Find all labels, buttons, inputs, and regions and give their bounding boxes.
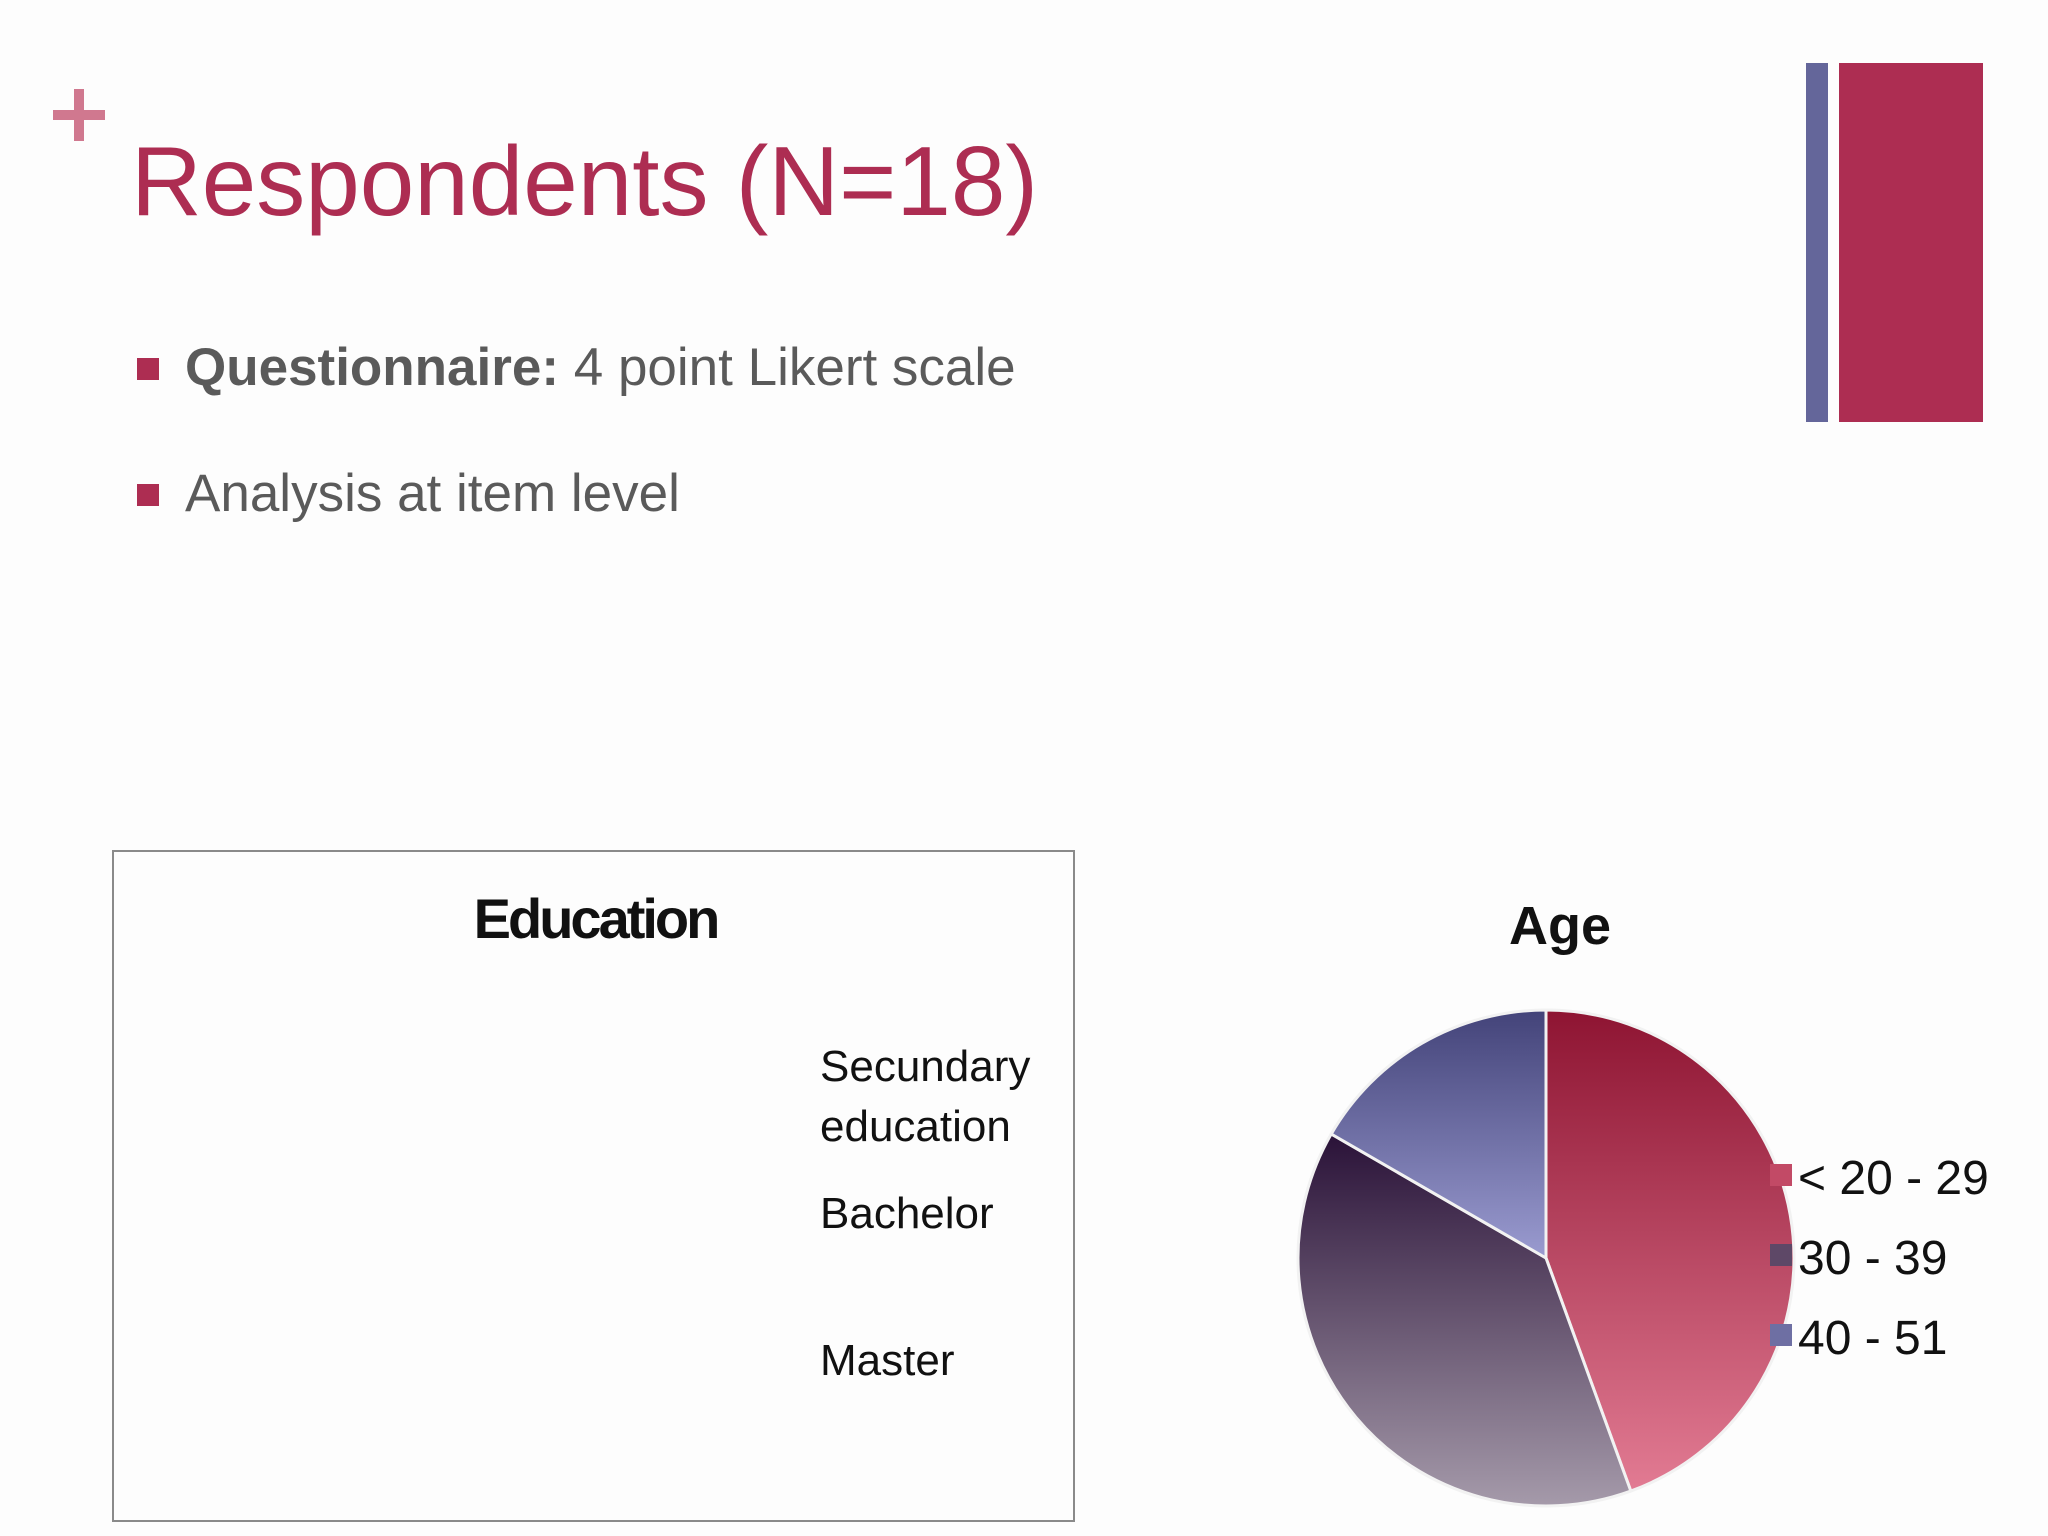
bullet-body: 4 point Likert scale bbox=[559, 338, 1016, 397]
age-legend-item: < 20 - 29 bbox=[1770, 1155, 1989, 1203]
bullet-text: Analysis at item level bbox=[185, 464, 680, 523]
pie-slice bbox=[1544, 1008, 1796, 1493]
bullet-square-icon bbox=[137, 484, 159, 506]
legend-swatch bbox=[1770, 1244, 1792, 1266]
pie-slice bbox=[1296, 1131, 1633, 1508]
slide-title: Respondents (N=18) bbox=[131, 126, 1039, 236]
age-pie-chart bbox=[1296, 1008, 1796, 1508]
accent-bar-thin bbox=[1806, 63, 1828, 422]
education-chart: Education Secundary education Bachelor M… bbox=[112, 850, 1075, 1522]
legend-swatch bbox=[1770, 1164, 1792, 1186]
education-legend-item: Master bbox=[820, 1336, 955, 1385]
age-legend-item: 30 - 39 bbox=[1770, 1235, 1947, 1283]
plus-icon bbox=[53, 89, 105, 141]
legend-swatch bbox=[1770, 1324, 1792, 1346]
legend-label: 30 - 39 bbox=[1798, 1232, 1948, 1285]
age-chart-title: Age bbox=[1508, 896, 1611, 956]
bullet-square-icon bbox=[137, 358, 159, 380]
accent-bar-thick bbox=[1839, 63, 1983, 422]
bullet-text: Questionnaire: 4 point Likert scale bbox=[185, 336, 1016, 400]
bullet-bold-label: Questionnaire: bbox=[185, 338, 560, 397]
legend-label: 40 - 51 bbox=[1798, 1312, 1948, 1365]
education-legend-item: Secundary education bbox=[820, 1042, 1031, 1151]
education-chart-title: Education bbox=[473, 887, 721, 950]
education-legend-item: Bachelor bbox=[820, 1189, 994, 1238]
pie-slice bbox=[1329, 1008, 1548, 1261]
legend-label: < 20 - 29 bbox=[1798, 1152, 1989, 1205]
age-legend-item: 40 - 51 bbox=[1770, 1315, 1947, 1363]
